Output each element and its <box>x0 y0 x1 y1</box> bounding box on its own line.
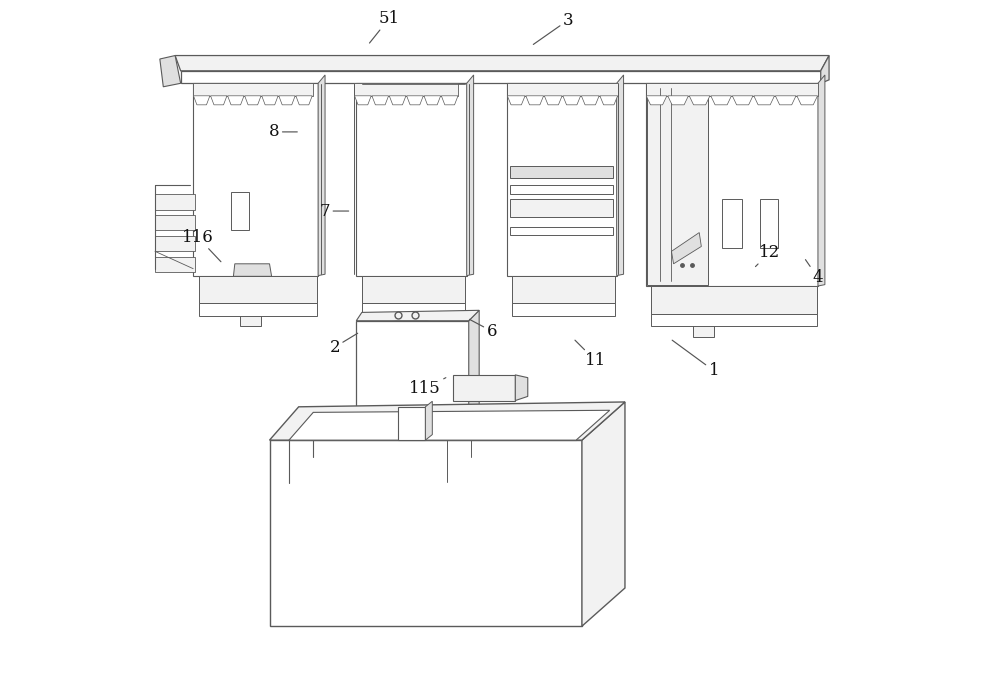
Bar <box>693 293 714 337</box>
Text: 6: 6 <box>469 319 497 339</box>
Bar <box>453 375 515 401</box>
Bar <box>199 303 317 316</box>
Polygon shape <box>372 95 389 105</box>
Text: 2: 2 <box>329 333 358 355</box>
Bar <box>240 263 261 326</box>
Polygon shape <box>582 402 625 626</box>
Bar <box>193 84 313 95</box>
Text: 11: 11 <box>575 340 606 369</box>
Polygon shape <box>668 95 688 105</box>
Polygon shape <box>378 316 445 321</box>
Polygon shape <box>600 95 618 105</box>
Polygon shape <box>228 95 244 105</box>
Polygon shape <box>689 95 710 105</box>
Bar <box>362 303 465 316</box>
Bar <box>646 84 818 95</box>
Polygon shape <box>507 95 525 105</box>
Polygon shape <box>175 56 829 71</box>
Text: 7: 7 <box>320 203 349 220</box>
Polygon shape <box>732 95 753 105</box>
Polygon shape <box>355 95 371 105</box>
Bar <box>155 257 195 272</box>
Polygon shape <box>233 263 272 276</box>
Polygon shape <box>821 56 829 84</box>
Polygon shape <box>160 56 181 87</box>
Polygon shape <box>646 84 818 286</box>
Bar <box>362 275 465 303</box>
Polygon shape <box>469 310 479 425</box>
Bar <box>155 236 195 252</box>
Polygon shape <box>356 84 467 275</box>
Text: 116: 116 <box>182 229 221 261</box>
Polygon shape <box>671 233 701 263</box>
Bar <box>651 286 817 314</box>
Polygon shape <box>356 321 469 425</box>
Polygon shape <box>389 95 406 105</box>
Text: 4: 4 <box>805 260 823 286</box>
Polygon shape <box>296 95 312 105</box>
Polygon shape <box>526 95 544 105</box>
Polygon shape <box>193 95 210 105</box>
Polygon shape <box>646 95 667 105</box>
Polygon shape <box>563 95 581 105</box>
Polygon shape <box>289 411 610 440</box>
Polygon shape <box>262 95 278 105</box>
Polygon shape <box>367 425 458 440</box>
Bar <box>507 84 618 95</box>
Bar <box>155 215 195 231</box>
Bar <box>231 192 249 231</box>
Polygon shape <box>318 75 325 275</box>
Bar <box>510 185 613 194</box>
Polygon shape <box>581 95 599 105</box>
Bar <box>647 85 708 284</box>
Polygon shape <box>424 95 441 105</box>
Polygon shape <box>425 401 432 440</box>
Polygon shape <box>270 440 582 626</box>
Polygon shape <box>279 95 295 105</box>
Polygon shape <box>193 84 318 275</box>
Text: 8: 8 <box>269 123 297 140</box>
Polygon shape <box>181 71 821 84</box>
Bar <box>722 199 742 248</box>
Text: 3: 3 <box>533 12 573 45</box>
Polygon shape <box>515 375 528 401</box>
Polygon shape <box>245 95 261 105</box>
Polygon shape <box>544 95 562 105</box>
Bar <box>510 199 613 217</box>
Polygon shape <box>797 95 818 105</box>
Text: 51: 51 <box>369 10 399 43</box>
Polygon shape <box>754 95 774 105</box>
Polygon shape <box>356 310 479 321</box>
Text: 115: 115 <box>409 378 446 397</box>
Polygon shape <box>441 95 458 105</box>
Polygon shape <box>711 95 731 105</box>
Polygon shape <box>818 75 825 286</box>
Polygon shape <box>407 95 423 105</box>
Polygon shape <box>775 95 796 105</box>
Text: 1: 1 <box>672 340 719 379</box>
Bar <box>398 407 425 440</box>
Bar <box>760 199 778 248</box>
Polygon shape <box>617 75 624 275</box>
Polygon shape <box>467 75 474 275</box>
Polygon shape <box>270 402 625 440</box>
Bar <box>199 275 317 303</box>
Text: 12: 12 <box>755 244 780 266</box>
Polygon shape <box>211 95 227 105</box>
Polygon shape <box>507 84 617 275</box>
Bar <box>651 314 817 326</box>
Bar <box>512 275 615 303</box>
Bar <box>510 166 613 178</box>
Bar <box>510 227 613 236</box>
Bar <box>512 303 615 316</box>
Bar <box>155 194 195 210</box>
Bar <box>354 84 458 95</box>
